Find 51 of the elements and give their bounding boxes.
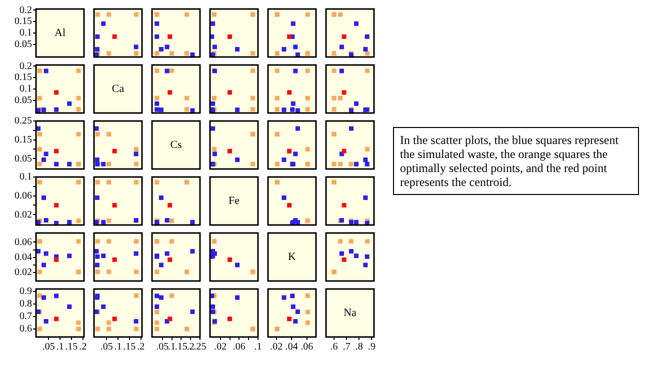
y-tick-label: 0.05 [14,153,32,164]
x-tick-label: .15 [65,342,78,353]
x-tick-label: .05 [42,342,55,353]
x-tick-label: .15 [123,342,136,353]
y-tick-label: 0.06 [14,190,32,202]
y-tick-label: 0.15 [14,72,32,84]
y-tick-label: 0.15 [14,16,32,28]
x-tick-label: .1 [56,342,64,353]
y-tick-label: 0.02 [14,209,32,220]
x-tick-label: .1 [254,342,262,353]
x-tick-label: .15 [174,342,188,353]
x-tick-label: .2 [137,342,145,353]
y-tick-label: 0.1 [20,172,32,183]
x-tick-label: .05 [156,342,169,353]
y-tick-label: 0.15 [14,134,32,146]
y-tick-label: 0.25 [14,116,32,127]
text: Ca [112,82,124,95]
x-tick-label: .8 [355,342,363,353]
y-tick-label: 0.02 [14,267,32,278]
x-tick-label: .1 [168,342,176,353]
x-tick-label: .6 [330,342,338,353]
y-tick-label: 0.2 [20,4,32,16]
y-tick-label: 0.8 [20,298,32,310]
y-tick-label: 0.6 [20,324,32,335]
y-tick-label: 0.1 [20,84,32,95]
x-tick-label: .04 [285,342,298,353]
x-tick-label: .2 [186,342,194,353]
x-tick-label: .25 [194,342,206,353]
y-tick-label: 0.7 [20,311,32,322]
x-tick-label: .7 [342,342,350,353]
y-tick-label: 0.06 [14,236,32,248]
x-tick-label: .9 [368,342,376,353]
text: Cs [170,138,182,151]
text: K [288,250,296,263]
y-tick-label: 0.1 [20,28,32,39]
x-tick-label: .2 [79,342,87,353]
x-tick-label: .06 [232,342,246,353]
y-tick-label: 0.04 [14,252,32,264]
text: Na [344,306,357,319]
x-tick-label: .05 [100,342,113,353]
y-tick-label: 0.2 [20,60,32,72]
y-tick-label: 0.05 [14,39,32,50]
x-tick-label: .02 [214,342,227,353]
y-tick-label: 0.05 [14,95,32,106]
x-tick-label: .06 [300,342,314,353]
x-tick-label: .02 [270,342,283,353]
text: Al [54,26,66,39]
y-tick-label: 0.9 [20,286,32,297]
text: In the scatter plots, the blue squares represent the simulated waste, the orange squares the optimally selected points, and the red point represents the centroid. [400,133,620,189]
text: Fe [228,194,240,207]
x-tick-label: .1 [114,342,122,353]
